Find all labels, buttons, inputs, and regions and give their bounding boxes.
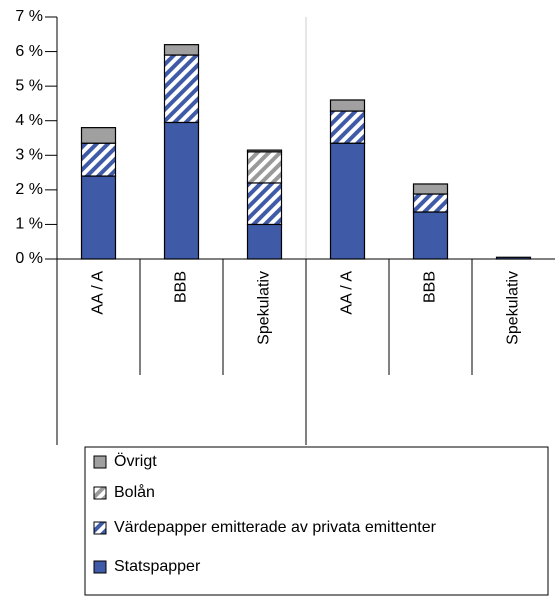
x-tick-label: AA / A bbox=[339, 271, 356, 315]
bar-segment bbox=[80, 175, 117, 260]
bar-segment bbox=[246, 149, 283, 153]
bar-segment bbox=[80, 142, 117, 177]
bar-segment bbox=[412, 193, 449, 213]
bar-segment bbox=[329, 110, 366, 144]
legend-swatch bbox=[93, 560, 107, 574]
legend-swatch bbox=[93, 521, 107, 535]
y-tick-label: 3 % bbox=[15, 147, 43, 164]
bar-segment bbox=[412, 183, 449, 195]
bar-segment bbox=[80, 127, 117, 144]
x-tick-label: Spekulativ bbox=[256, 271, 273, 345]
legend-label: Värdepapper emitterade av privata emitte… bbox=[114, 519, 437, 536]
x-tick-label: BBB bbox=[422, 271, 439, 303]
bar-segment bbox=[246, 223, 283, 260]
y-tick-label: 1 % bbox=[15, 216, 43, 233]
bar-segment bbox=[329, 142, 366, 260]
bar-segment bbox=[163, 121, 200, 260]
y-tick-label: 6 % bbox=[15, 43, 43, 60]
x-tick-label: AA / A bbox=[90, 271, 107, 315]
legend-swatch bbox=[93, 455, 107, 469]
bar-segment bbox=[163, 54, 200, 124]
bar-segment bbox=[246, 182, 283, 226]
y-tick-label: 4 % bbox=[15, 112, 43, 129]
bar-segment bbox=[246, 151, 283, 184]
y-tick-label: 2 % bbox=[15, 181, 43, 198]
x-tick-label: BBB bbox=[173, 271, 190, 303]
legend-box bbox=[84, 446, 549, 596]
legend-swatch bbox=[93, 486, 107, 500]
y-tick-label: 5 % bbox=[15, 77, 43, 94]
bar-segment bbox=[163, 44, 200, 56]
legend-label: Övrigt bbox=[114, 452, 157, 470]
legend-label: Bolån bbox=[114, 483, 155, 501]
legend-label: Statspapper bbox=[114, 558, 201, 575]
y-tick-label: 7 % bbox=[15, 8, 43, 25]
y-tick-label: 0 % bbox=[15, 250, 43, 267]
bar-segment bbox=[412, 211, 449, 260]
x-tick-label: Spekulativ bbox=[505, 271, 522, 345]
bar-segment bbox=[329, 99, 366, 112]
